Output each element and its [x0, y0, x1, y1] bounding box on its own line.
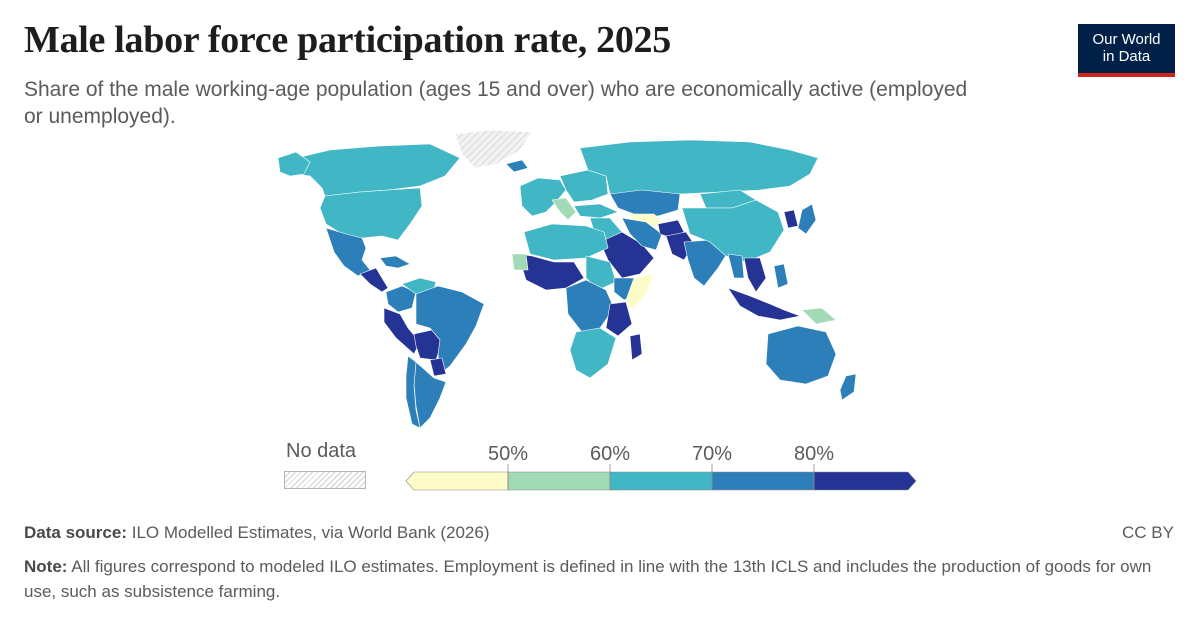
- chart-subtitle: Share of the male working-age population…: [24, 78, 968, 128]
- legend-bin-2[interactable]: [609, 471, 713, 491]
- region-kazakhstan[interactable]: Kazakhstan: [609, 189, 681, 217]
- data-source: Data source: ILO Modelled Estimates, via…: [24, 523, 490, 543]
- legend-tick-label-2: 70%: [692, 443, 732, 465]
- region-somalia[interactable]: Somalia: [625, 273, 655, 311]
- legend-bin-1[interactable]: [507, 471, 611, 491]
- region-japan[interactable]: Japan: [797, 203, 817, 235]
- region-united-states[interactable]: United States: [319, 187, 423, 241]
- region-italy[interactable]: Italy: [551, 197, 577, 221]
- region-paraguay[interactable]: Paraguay: [429, 357, 447, 377]
- data-source-label: Data source:: [24, 523, 127, 542]
- region-indonesia[interactable]: Indonesia: [727, 287, 801, 321]
- note: Note: All figures correspond to modeled …: [24, 554, 1174, 604]
- region-central-africa[interactable]: Central Africa: [565, 279, 615, 333]
- logo-line-2: in Data: [1102, 48, 1151, 65]
- region-senegal[interactable]: Senegal: [511, 253, 529, 271]
- note-text: All figures correspond to modeled ILO es…: [24, 557, 1152, 601]
- legend-tick-label-3: 80%: [794, 443, 834, 465]
- world-map[interactable]: CanadaUnited States Alaska Greenland Mexico…: [270, 128, 890, 428]
- region-korea[interactable]: Korea: [783, 209, 799, 229]
- region-eastern-europe[interactable]: Eastern Europe: [559, 169, 609, 203]
- region-mexico[interactable]: Mexico: [325, 227, 371, 277]
- region-china[interactable]: China: [681, 199, 785, 263]
- region-russia[interactable]: Russia: [579, 139, 819, 201]
- legend-tick-label-1: 60%: [590, 443, 630, 465]
- region-north-africa[interactable]: North Africa: [523, 223, 609, 261]
- legend-bin-4[interactable]: [813, 471, 917, 491]
- region-caribbean[interactable]: Caribbean: [379, 255, 411, 269]
- legend-no-data-swatch[interactable]: [284, 471, 366, 489]
- note-label: Note:: [24, 557, 68, 576]
- region-greenland[interactable]: Greenland: [454, 129, 533, 169]
- color-legend: 50% 60% 70% 80%: [405, 443, 917, 491]
- region-turkey[interactable]: Turkey: [573, 203, 619, 219]
- region-new-zealand[interactable]: New Zealand: [839, 373, 857, 401]
- region-brazil[interactable]: Brazil: [415, 285, 485, 375]
- region-philippines[interactable]: Philippines: [773, 263, 789, 289]
- region-iceland[interactable]: Iceland: [505, 159, 529, 173]
- region-myanmar[interactable]: Myanmar: [727, 253, 745, 279]
- logo-line-1: Our World: [1092, 31, 1161, 48]
- region-papua-new-guinea[interactable]: Papua New Guinea: [801, 307, 837, 325]
- region-vietnam[interactable]: Vietnam: [743, 257, 767, 293]
- region-australia[interactable]: Australia: [765, 325, 837, 385]
- region-alaska[interactable]: Alaska: [277, 151, 311, 177]
- region-colombia[interactable]: Colombia: [385, 285, 417, 313]
- data-source-text[interactable]: ILO Modelled Estimates, via World Bank (…: [131, 523, 490, 542]
- region-canada[interactable]: Canada: [287, 143, 461, 197]
- region-sudan[interactable]: Sudan: [585, 255, 617, 291]
- region-madagascar[interactable]: Madagascar: [629, 333, 643, 361]
- chart-title: Male labor force participation rate, 202…: [24, 19, 671, 61]
- region-iran[interactable]: Iran: [621, 217, 663, 251]
- license[interactable]: CC BY: [1122, 523, 1174, 542]
- region-tanzania[interactable]: Tanzania: [605, 301, 633, 337]
- region-southern-africa[interactable]: Southern Africa: [569, 327, 617, 379]
- region-peru[interactable]: Peru: [383, 307, 421, 355]
- legend-bin-0[interactable]: [405, 471, 509, 491]
- region-central-america[interactable]: Central America: [359, 267, 389, 293]
- legend-no-data-label: No data: [286, 440, 357, 462]
- region-west-africa[interactable]: West Africa: [517, 253, 585, 291]
- legend-bin-3[interactable]: [711, 471, 815, 491]
- legend-tick-label-0: 50%: [488, 443, 528, 465]
- owid-logo[interactable]: Our World in Data: [1078, 24, 1175, 77]
- region-chile[interactable]: Chile: [405, 355, 421, 428]
